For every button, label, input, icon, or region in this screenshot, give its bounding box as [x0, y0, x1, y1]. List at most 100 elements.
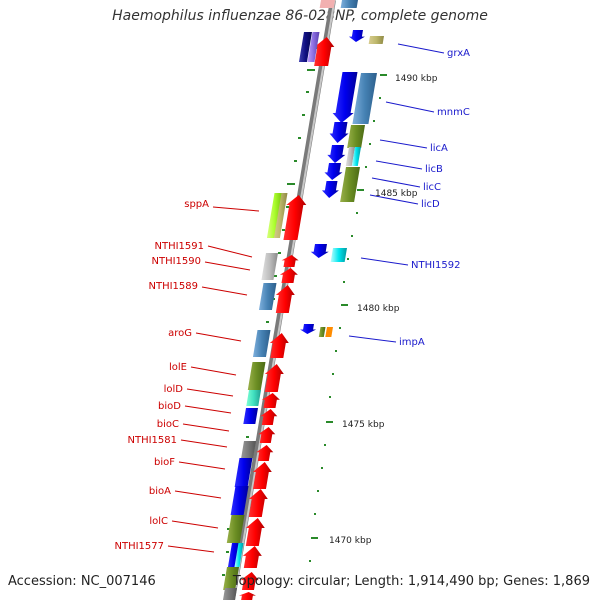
gene-box: [351, 147, 361, 166]
scale-label-1480: 1480 kbp: [357, 304, 400, 314]
label-NTHI1589[interactable]: NTHI1589: [148, 281, 198, 292]
leader-line: [174, 490, 222, 499]
gene-arrow: [332, 72, 358, 123]
leader-line: [204, 261, 251, 271]
leader-line: [371, 177, 421, 188]
label-NTHI1581[interactable]: NTHI1581: [127, 435, 177, 446]
gene-box: [261, 253, 278, 280]
gene-box: [230, 486, 249, 515]
gene-box: [226, 515, 245, 543]
label-bioC[interactable]: bioC: [157, 419, 179, 430]
leader-line: [360, 257, 409, 266]
gene-box: [223, 567, 239, 590]
label-lolC[interactable]: lolC: [149, 516, 168, 527]
gene-arrow: [310, 244, 329, 258]
genome-summary-text: Topology: circular; Length: 1,914,490 bp…: [232, 574, 590, 589]
gene-arrow: [321, 181, 339, 198]
gene-box: [243, 408, 258, 424]
gene-box: [368, 36, 384, 44]
gene-box: [252, 330, 271, 357]
label-NTHI1592[interactable]: NTHI1592: [411, 260, 461, 271]
label-impA[interactable]: impA: [399, 337, 425, 348]
gene-arrow: [261, 393, 280, 408]
leader-line: [201, 286, 248, 296]
gene-box: [340, 167, 360, 202]
gene-box: [325, 327, 333, 337]
gene-arrow: [252, 462, 272, 489]
leader-line: [379, 139, 428, 149]
label-NTHI1591[interactable]: NTHI1591: [154, 241, 204, 252]
scale-label-1475: 1475 kbp: [342, 420, 385, 430]
gene-box: [272, 193, 288, 238]
gene-box: [352, 73, 377, 124]
leader-line: [369, 194, 419, 205]
right-gene-labels: grxA mnmC licA licB licC licD NTHI1592 i…: [399, 48, 470, 348]
label-bioA[interactable]: bioA: [149, 486, 171, 497]
label-lolD[interactable]: lolD: [164, 384, 184, 395]
label-bioF[interactable]: bioF: [154, 457, 175, 468]
leader-line: [171, 520, 219, 529]
gene-arrow: [279, 268, 298, 283]
gene-arrow: [258, 427, 276, 443]
gene-arrow: [329, 122, 349, 143]
gene-box: [307, 32, 320, 62]
gene-box: [234, 458, 253, 487]
leader-line: [348, 335, 397, 343]
label-licD[interactable]: licD: [421, 199, 440, 210]
gene-arrow: [245, 518, 265, 546]
leader-line: [178, 461, 226, 470]
gene-arrow: [238, 592, 256, 600]
gene-arrow: [248, 489, 268, 517]
label-NTHI1590[interactable]: NTHI1590: [151, 256, 201, 267]
leader-line: [180, 439, 228, 448]
gene-box: [298, 32, 312, 62]
map-title: Haemophilus influenzae 86-028NP, complet…: [112, 8, 488, 24]
leader-line: [186, 388, 234, 397]
scale-label-1470: 1470 kbp: [329, 536, 372, 546]
gene-box: [241, 441, 256, 458]
gene-arrow: [269, 333, 289, 358]
gene-arrow: [283, 195, 307, 240]
label-grxA[interactable]: grxA: [447, 48, 470, 59]
label-licB[interactable]: licB: [425, 164, 443, 175]
gene-arrow: [275, 285, 295, 313]
accession-text: Accession: NC_007146: [8, 574, 156, 589]
label-bioD[interactable]: bioD: [158, 401, 181, 412]
gene-box: [340, 0, 358, 8]
scale-label-1490: 1490 kbp: [395, 74, 438, 84]
gene-arrow: [242, 546, 262, 568]
label-lolE[interactable]: lolE: [169, 362, 187, 373]
gene-arrow: [314, 37, 335, 66]
gene-box: [345, 147, 355, 166]
label-mnmC[interactable]: mnmC: [437, 107, 470, 118]
gene-arrow: [324, 163, 343, 180]
gene-arrow: [256, 445, 274, 461]
gene-arrow: [327, 145, 346, 163]
leader-line: [190, 366, 237, 376]
gene-box: [347, 125, 365, 148]
leader-line: [184, 405, 232, 414]
gene-box: [258, 283, 277, 310]
gene-box: [330, 248, 347, 262]
gene-arrow: [240, 572, 259, 590]
leader-line: [167, 545, 215, 553]
label-aroG[interactable]: aroG: [168, 328, 192, 339]
label-sppA[interactable]: sppA: [184, 199, 209, 210]
gene-box: [319, 0, 335, 8]
gene-box: [247, 362, 266, 390]
gene-arrow: [281, 255, 299, 267]
leader-line: [207, 245, 253, 258]
gene-arrow: [348, 30, 365, 42]
gene-box: [318, 327, 326, 337]
label-licC[interactable]: licC: [423, 182, 441, 193]
gene-arrow: [264, 364, 284, 392]
label-NTHI1577[interactable]: NTHI1577: [114, 541, 164, 552]
label-licA[interactable]: licA: [430, 143, 448, 154]
gene-arrow: [300, 324, 317, 334]
gene-box: [234, 543, 244, 567]
leader-line: [397, 43, 445, 54]
label-leader-lines: [167, 43, 445, 553]
scale-labels: 1490 kbp 1485 kbp 1480 kbp 1475 kbp 1470…: [329, 74, 438, 546]
